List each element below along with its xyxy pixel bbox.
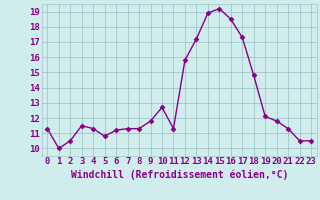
X-axis label: Windchill (Refroidissement éolien,°C): Windchill (Refroidissement éolien,°C) bbox=[70, 169, 288, 180]
